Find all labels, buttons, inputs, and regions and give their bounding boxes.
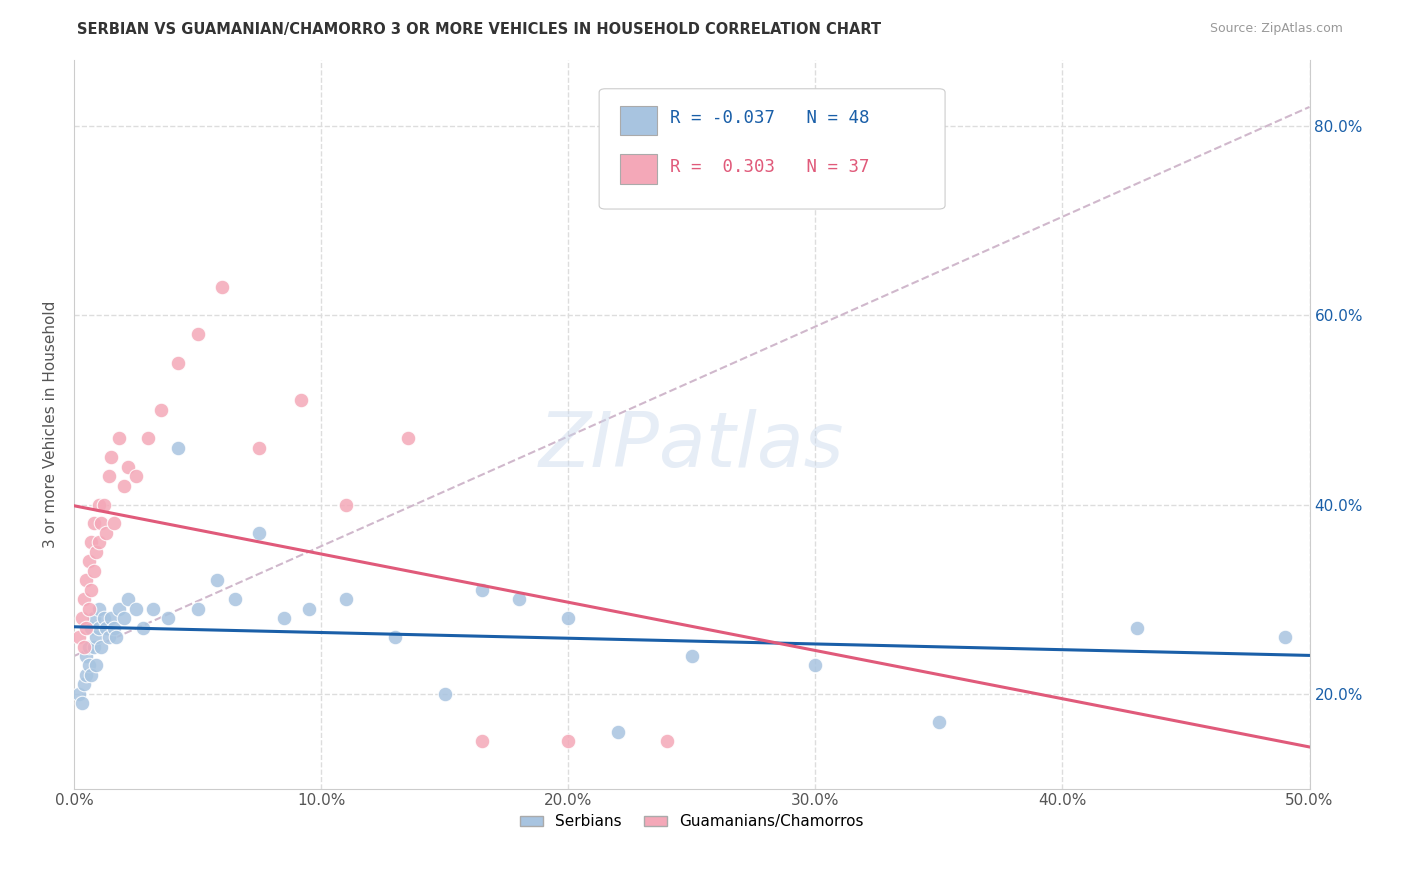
Point	[298, 601, 321, 615]
Point	[681, 648, 703, 663]
Point	[73, 677, 96, 691]
Point	[80, 582, 103, 597]
Point	[87, 535, 110, 549]
Point	[125, 601, 148, 615]
Point	[117, 459, 139, 474]
Point	[83, 611, 105, 625]
Point	[136, 431, 159, 445]
Point	[105, 630, 128, 644]
FancyBboxPatch shape	[620, 154, 657, 184]
Text: R =  0.303   N = 37: R = 0.303 N = 37	[669, 159, 869, 177]
Point	[224, 592, 246, 607]
Point	[100, 611, 122, 625]
Point	[77, 601, 100, 615]
Point	[75, 574, 97, 588]
Point	[132, 621, 155, 635]
Point	[655, 734, 678, 748]
Point	[187, 601, 209, 615]
Point	[96, 621, 118, 635]
Point	[273, 611, 295, 625]
Point	[508, 592, 530, 607]
Point	[142, 601, 165, 615]
Point	[70, 696, 93, 710]
Point	[73, 592, 96, 607]
Point	[90, 640, 112, 654]
Point	[112, 478, 135, 492]
Point	[75, 621, 97, 635]
Point	[396, 431, 419, 445]
Point	[107, 601, 129, 615]
Point	[149, 402, 172, 417]
Point	[80, 621, 103, 635]
Point	[77, 554, 100, 568]
Text: Source: ZipAtlas.com: Source: ZipAtlas.com	[1209, 22, 1343, 36]
Point	[97, 469, 120, 483]
Point	[100, 450, 122, 465]
FancyBboxPatch shape	[620, 105, 657, 135]
Y-axis label: 3 or more Vehicles in Household: 3 or more Vehicles in Household	[44, 301, 58, 548]
Point	[93, 498, 115, 512]
Point	[471, 734, 494, 748]
Point	[557, 734, 579, 748]
Point	[156, 611, 179, 625]
Point	[83, 640, 105, 654]
Point	[87, 621, 110, 635]
Point	[1274, 630, 1296, 644]
Point	[93, 611, 115, 625]
Point	[290, 393, 312, 408]
Point	[103, 516, 125, 531]
Point	[335, 592, 357, 607]
Point	[83, 564, 105, 578]
Point	[77, 640, 100, 654]
Text: ZIPatlas: ZIPatlas	[538, 409, 845, 483]
FancyBboxPatch shape	[599, 89, 945, 209]
Point	[125, 469, 148, 483]
Point	[90, 516, 112, 531]
Point	[117, 592, 139, 607]
Point	[67, 630, 90, 644]
Point	[557, 611, 579, 625]
Point	[83, 516, 105, 531]
Text: SERBIAN VS GUAMANIAN/CHAMORRO 3 OR MORE VEHICLES IN HOUSEHOLD CORRELATION CHART: SERBIAN VS GUAMANIAN/CHAMORRO 3 OR MORE …	[77, 22, 882, 37]
Point	[247, 441, 270, 455]
Point	[112, 611, 135, 625]
Point	[77, 658, 100, 673]
Point	[1125, 621, 1147, 635]
Point	[87, 601, 110, 615]
Point	[928, 715, 950, 730]
Point	[167, 441, 190, 455]
Point	[80, 668, 103, 682]
Point	[97, 630, 120, 644]
Point	[87, 498, 110, 512]
Point	[804, 658, 827, 673]
Point	[471, 582, 494, 597]
Point	[75, 648, 97, 663]
Point	[384, 630, 406, 644]
Point	[433, 687, 456, 701]
Point	[107, 431, 129, 445]
Point	[86, 630, 108, 644]
Point	[80, 535, 103, 549]
Point	[247, 525, 270, 540]
Point	[70, 611, 93, 625]
Point	[211, 280, 233, 294]
Point	[86, 658, 108, 673]
Legend: Serbians, Guamanians/Chamorros: Serbians, Guamanians/Chamorros	[513, 808, 870, 836]
Point	[75, 668, 97, 682]
Point	[103, 621, 125, 635]
Text: R = -0.037   N = 48: R = -0.037 N = 48	[669, 109, 869, 127]
Point	[606, 724, 628, 739]
Point	[335, 498, 357, 512]
Point	[96, 525, 118, 540]
Point	[207, 574, 229, 588]
Point	[67, 687, 90, 701]
Point	[187, 327, 209, 342]
Point	[86, 545, 108, 559]
Point	[167, 355, 190, 369]
Point	[73, 640, 96, 654]
